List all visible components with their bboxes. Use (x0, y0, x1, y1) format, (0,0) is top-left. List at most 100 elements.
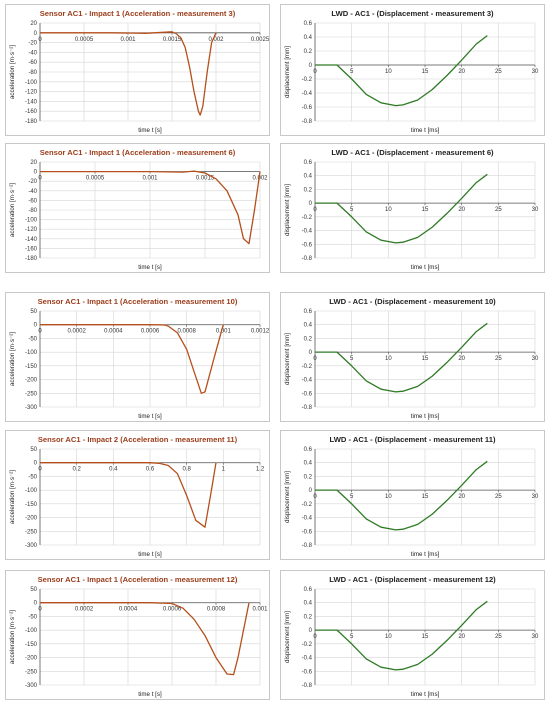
x-tick-label: 0.0008 (207, 607, 226, 613)
x-tick-label: 15 (422, 207, 429, 213)
x-tick-label-origin: 0 (313, 207, 317, 213)
x-tick-label-origin: 0 (313, 634, 317, 640)
x-tick-label: 0.0015 (196, 176, 215, 182)
x-tick-label: 0.0006 (141, 329, 160, 335)
y-tick-label: -0.4 (302, 656, 313, 662)
y-tick-label: -0.6 (302, 242, 313, 248)
y-tick-label: -150 (25, 364, 38, 370)
y-tick-label: -100 (25, 218, 38, 224)
chart-svg: Sensor AC1 - Impact 2 (Acceleration - me… (9, 435, 265, 558)
chart-title: Sensor AC1 - Impact 2 (Acceleration - me… (38, 435, 238, 444)
y-axis-label: acceleration [m·s⁻²] (9, 332, 16, 386)
y-tick-label: 0.2 (304, 187, 313, 193)
x-tick-label: 0.001 (252, 607, 268, 613)
acceleration-chart-measurement-3: Sensor AC1 - Impact 1 (Acceleration - me… (5, 4, 270, 136)
y-tick-label: -0.6 (302, 669, 313, 675)
y-tick-label: -300 (25, 405, 38, 411)
x-tick-label: 0.001 (216, 329, 232, 335)
chart-svg: Sensor AC1 - Impact 1 (Acceleration - me… (9, 575, 268, 698)
y-tick-label: -0.2 (302, 502, 313, 508)
x-tick-label-origin: 0 (38, 176, 42, 182)
y-tick-label: -0.8 (302, 683, 313, 689)
y-tick-label: 50 (30, 309, 37, 315)
y-tick-label: -0.8 (302, 119, 313, 125)
chart-svg: LWD - AC1 - (Displacement - measurement … (284, 148, 539, 271)
chart-svg: Sensor AC1 - Impact 1 (Acceleration - me… (9, 9, 270, 134)
chart-svg: Sensor AC1 - Impact 1 (Acceleration - me… (9, 148, 268, 271)
x-tick-label: 5 (350, 494, 354, 500)
x-tick-label: 30 (532, 207, 539, 213)
x-tick-label: 0.0012 (251, 329, 270, 335)
x-tick-label: 0.001 (120, 37, 136, 43)
y-tick-label: -0.6 (302, 391, 313, 397)
x-tick-label-origin: 0 (38, 329, 42, 335)
y-tick-label: -100 (25, 628, 38, 634)
x-tick-label: 0.4 (109, 467, 118, 473)
x-tick-label-origin: 0 (38, 467, 42, 473)
y-tick-label: -140 (25, 237, 38, 243)
x-tick-label: 30 (532, 69, 539, 75)
series-line (315, 322, 488, 393)
chart-title: LWD - AC1 - (Displacement - measurement … (331, 148, 494, 157)
y-tick-label: -300 (25, 683, 38, 689)
displacement-chart-measurement-3: LWD - AC1 - (Displacement - measurement … (280, 4, 545, 136)
y-tick-label: 0.4 (304, 601, 313, 607)
y-axis-label: displacement [mm] (284, 333, 291, 385)
y-axis-label: acceleration [m·s⁻²] (9, 45, 16, 99)
y-tick-label: 0.2 (304, 49, 313, 55)
y-tick-label: -80 (28, 208, 37, 214)
x-tick-label: 20 (458, 356, 465, 362)
chart-title: LWD - AC1 - (Displacement - measurement … (329, 575, 496, 584)
y-tick-label: -250 (25, 391, 38, 397)
x-tick-label: 0.002 (208, 37, 224, 43)
series-line (315, 173, 488, 244)
y-tick-label: -0.4 (302, 229, 313, 235)
x-tick-label: 0.0004 (119, 607, 138, 613)
x-tick-label: 25 (495, 69, 502, 75)
y-tick-label: -40 (28, 189, 37, 195)
x-tick-label: 5 (350, 207, 354, 213)
x-tick-label: 5 (350, 634, 354, 640)
y-tick-label: 0 (34, 461, 38, 467)
y-tick-label: -200 (25, 378, 38, 384)
y-tick-label: -250 (25, 529, 38, 535)
chart-svg: LWD - AC1 - (Displacement - measurement … (284, 297, 539, 420)
x-axis-label: time t [ms] (411, 264, 440, 271)
y-tick-label: -140 (25, 99, 38, 105)
displacement-chart-measurement-6: LWD - AC1 - (Displacement - measurement … (280, 143, 545, 273)
y-tick-label: -100 (25, 350, 38, 356)
y-tick-label: 0 (34, 31, 38, 37)
acceleration-chart-measurement-12: Sensor AC1 - Impact 1 (Acceleration - me… (5, 570, 270, 700)
y-axis-label: acceleration [m·s⁻²] (9, 470, 16, 524)
y-tick-label: -180 (25, 119, 38, 125)
y-tick-label: -100 (25, 488, 38, 494)
y-tick-label: -0.4 (302, 91, 313, 97)
y-tick-label: -80 (28, 70, 37, 76)
y-tick-label: 0.4 (304, 461, 313, 467)
y-tick-label: 50 (30, 587, 37, 593)
y-axis-label: displacement [mm] (284, 184, 291, 236)
series-line (315, 600, 488, 671)
x-tick-label: 0.0008 (177, 329, 196, 335)
x-axis-label: time t [ms] (411, 413, 440, 420)
x-axis-label: time t [ms] (411, 551, 440, 558)
y-tick-label: 0 (34, 170, 38, 176)
y-axis-label: displacement [mm] (284, 471, 291, 523)
x-axis-label: time t [ms] (411, 691, 440, 698)
x-tick-label: 25 (495, 356, 502, 362)
series-line (40, 602, 250, 676)
x-tick-label-origin: 0 (313, 356, 317, 362)
x-tick-label: 20 (458, 207, 465, 213)
y-tick-label: -300 (25, 543, 38, 549)
y-tick-label: -0.8 (302, 405, 313, 411)
x-tick-label: 0.0004 (104, 329, 123, 335)
x-tick-label: 1.2 (256, 467, 265, 473)
y-tick-label: 0.4 (304, 323, 313, 329)
x-tick-label: 0.001 (142, 176, 158, 182)
x-tick-label-origin: 0 (38, 37, 42, 43)
x-axis-label: time t [s] (138, 413, 162, 420)
displacement-chart-measurement-12: LWD - AC1 - (Displacement - measurement … (280, 570, 545, 700)
y-tick-label: -0.4 (302, 516, 313, 522)
x-axis-label: time t [s] (138, 691, 162, 698)
y-tick-label: -180 (25, 256, 38, 262)
